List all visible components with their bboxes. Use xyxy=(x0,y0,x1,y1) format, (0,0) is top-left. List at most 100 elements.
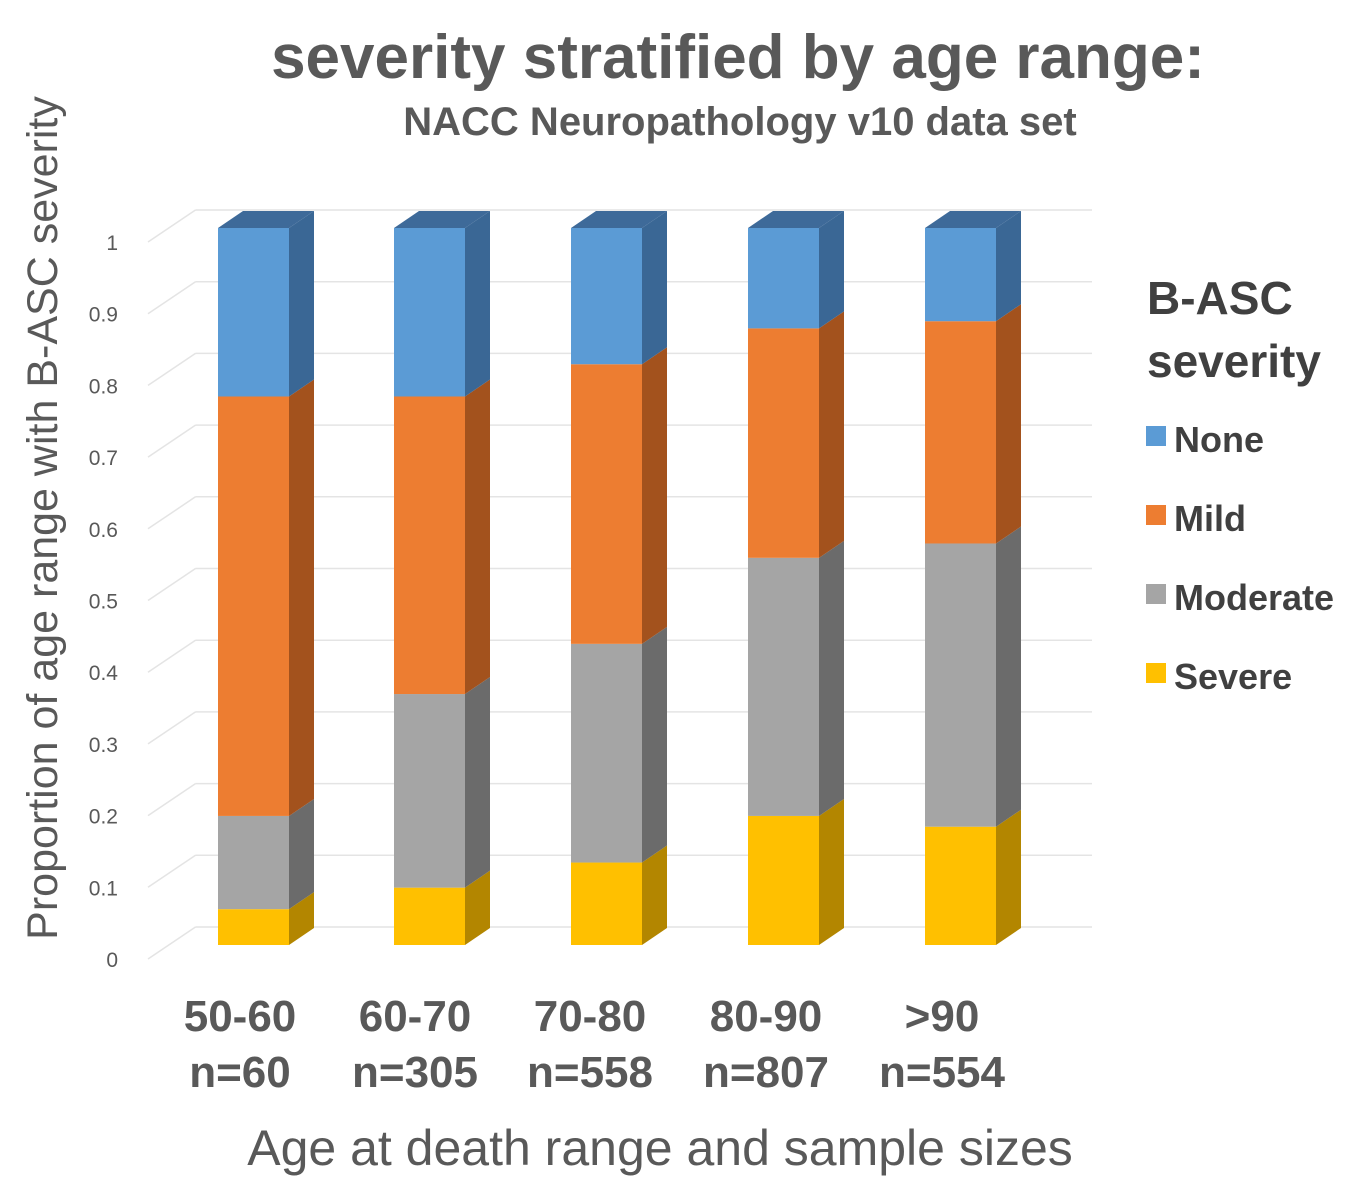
bar-segment xyxy=(571,862,642,945)
y-tick-label: 0 xyxy=(106,949,118,972)
bar-top-face xyxy=(394,211,490,228)
bar-segment-side xyxy=(289,892,314,945)
bar-segment xyxy=(571,364,642,644)
bars xyxy=(218,211,1021,945)
bar-stack xyxy=(925,211,1021,945)
bar-segment xyxy=(218,228,289,397)
bar-segment-side xyxy=(289,379,314,816)
bar-segment xyxy=(218,396,289,816)
legend-swatch xyxy=(1146,584,1166,604)
legend: B-ASC severity None Mild Moderate Severe xyxy=(1146,272,1334,697)
x-category-n: n=554 xyxy=(879,1048,1006,1097)
x-category-range: 50-60 xyxy=(184,992,297,1041)
bar-segment xyxy=(394,228,465,397)
bar-segment-side xyxy=(819,311,844,558)
legend-label: Severe xyxy=(1174,656,1292,697)
y-tick-label: 0.4 xyxy=(89,662,119,685)
x-category-range: >90 xyxy=(905,992,980,1041)
bar-top-face xyxy=(571,211,667,228)
chart-subtitle: NACC Neuropathology v10 data set xyxy=(403,100,1076,144)
gridline-depth xyxy=(147,496,196,530)
bar-top-face xyxy=(925,211,1021,228)
bar-segment-side xyxy=(642,211,667,365)
y-tick-label: 0.9 xyxy=(89,304,118,327)
gridline-depth xyxy=(147,281,196,315)
bar-top-face xyxy=(748,211,844,228)
legend-swatch xyxy=(1146,663,1166,683)
x-category-range: 80-90 xyxy=(710,992,823,1041)
bar-segment xyxy=(748,557,819,816)
bar-segment xyxy=(925,543,996,827)
bar-segment xyxy=(748,228,819,329)
bar-segment xyxy=(394,694,465,888)
y-axis-ticks: 0 0.1 0.2 0.3 0.4 0.5 0.6 0.7 0.8 0.9 1 xyxy=(89,232,119,972)
x-axis-categories: 50-60 n=60 60-70 n=305 70-80 n=558 80-90 n=807 >… xyxy=(184,992,1006,1097)
bar-segment xyxy=(925,321,996,544)
gridline-depth xyxy=(147,567,196,602)
bar-stack xyxy=(394,211,490,945)
bar-segment-side xyxy=(289,211,314,397)
x-category-n: n=807 xyxy=(703,1048,829,1097)
bar-segment-side xyxy=(465,870,490,945)
legend-label: Mild xyxy=(1174,498,1246,539)
y-tick-label: 0.6 xyxy=(89,519,118,542)
bar-segment xyxy=(748,815,819,945)
y-tick-label: 0.5 xyxy=(89,591,118,614)
y-tick-label: 0.2 xyxy=(89,806,118,829)
legend-title-line2: severity xyxy=(1147,335,1321,387)
gridline-depth xyxy=(147,926,196,960)
bar-segment xyxy=(571,228,642,365)
bar-segment xyxy=(571,643,642,863)
bar-segment-side xyxy=(465,677,490,888)
y-tick-label: 0.3 xyxy=(89,734,118,757)
bar-segment xyxy=(394,396,465,695)
legend-label: Moderate xyxy=(1174,577,1334,618)
bar-segment-side xyxy=(819,798,844,945)
x-category-n: n=305 xyxy=(352,1048,478,1097)
bar-segment-side xyxy=(642,626,667,863)
bar-segment-side xyxy=(642,845,667,945)
legend-item: Moderate xyxy=(1146,577,1334,618)
bar-stack xyxy=(218,211,314,945)
legend-item: Severe xyxy=(1146,656,1292,697)
bar-segment xyxy=(925,228,996,322)
chart-title: severity stratified by age range: xyxy=(271,23,1205,92)
legend-swatch xyxy=(1146,505,1166,525)
bar-top-face xyxy=(218,211,314,228)
x-category-range: 70-80 xyxy=(534,992,647,1041)
bar-segment-side xyxy=(642,347,667,644)
gridline-depth xyxy=(147,711,196,745)
gridline-depth xyxy=(147,782,196,817)
gridline-depth xyxy=(147,639,196,673)
legend-item: Mild xyxy=(1146,498,1246,539)
bar-segment-side xyxy=(289,798,314,910)
y-tick-label: 0.8 xyxy=(89,375,118,398)
bar-segment-side xyxy=(996,211,1021,322)
legend-label: None xyxy=(1174,419,1264,460)
legend-title-line1: B-ASC xyxy=(1147,272,1293,324)
y-tick-label: 1 xyxy=(106,232,118,255)
legend-item: None xyxy=(1146,419,1264,460)
bar-segment-side xyxy=(996,526,1021,827)
bar-segment-side xyxy=(819,540,844,816)
gridline-depth xyxy=(147,209,196,243)
bar-segment-side xyxy=(465,379,490,695)
y-axis-title: Proportion of age range with B-ASC sever… xyxy=(19,96,67,940)
bar-segment xyxy=(394,887,465,945)
bar-segment-side xyxy=(465,211,490,397)
bar-segment xyxy=(218,909,289,945)
bar-segment xyxy=(218,815,289,910)
x-category-range: 60-70 xyxy=(359,992,472,1041)
legend-swatch xyxy=(1146,426,1166,446)
gridline-depth xyxy=(147,352,196,387)
bar-segment-side xyxy=(819,211,844,329)
bar-stack xyxy=(748,211,844,945)
bar-segment-side xyxy=(996,304,1021,544)
bar-segment-side xyxy=(996,809,1021,945)
bar-segment xyxy=(925,826,996,945)
y-tick-label: 0.1 xyxy=(89,877,118,900)
x-category-n: n=558 xyxy=(527,1048,653,1097)
x-category-n: n=60 xyxy=(189,1048,291,1097)
bar-segment xyxy=(748,328,819,558)
